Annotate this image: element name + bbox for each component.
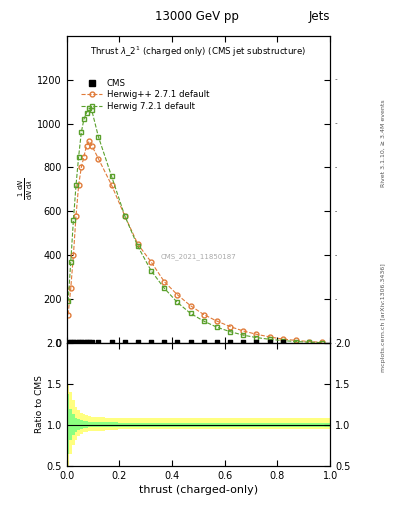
Point: [135, 338, 141, 347]
Point: [121, 338, 128, 347]
Point: [95, 338, 101, 347]
Point: [108, 338, 115, 347]
Point: [279, 338, 286, 347]
Point: [78, 338, 84, 347]
Point: [187, 338, 194, 347]
Point: [200, 338, 207, 347]
Y-axis label: $\frac{1}{\mathrm{d}N} \frac{\mathrm{d}N}{\mathrm{d}\lambda}$: $\frac{1}{\mathrm{d}N} \frac{\mathrm{d}N…: [16, 178, 35, 201]
Point: [253, 338, 259, 347]
Y-axis label: Ratio to CMS: Ratio to CMS: [35, 375, 44, 434]
Point: [86, 338, 92, 347]
Point: [83, 338, 90, 347]
Point: [65, 338, 71, 347]
X-axis label: thrust (charged-only): thrust (charged-only): [139, 485, 258, 495]
Text: 13000 GeV pp: 13000 GeV pp: [154, 10, 239, 23]
Point: [148, 338, 154, 347]
Point: [240, 338, 246, 347]
Point: [174, 338, 180, 347]
Point: [161, 338, 167, 347]
Point: [227, 338, 233, 347]
Point: [81, 338, 87, 347]
Point: [89, 338, 95, 347]
Text: Thrust $\lambda$_2$^1$ (charged only) (CMS jet substructure): Thrust $\lambda$_2$^1$ (charged only) (C…: [90, 45, 307, 59]
Point: [73, 338, 79, 347]
Point: [70, 338, 77, 347]
Point: [75, 338, 82, 347]
Legend: CMS, Herwig++ 2.7.1 default, Herwig 7.2.1 default: CMS, Herwig++ 2.7.1 default, Herwig 7.2.…: [79, 77, 211, 113]
Text: mcplots.cern.ch [arXiv:1306.3436]: mcplots.cern.ch [arXiv:1306.3436]: [381, 263, 386, 372]
Text: CMS_2021_11850187: CMS_2021_11850187: [161, 253, 236, 261]
Point: [266, 338, 273, 347]
Point: [68, 338, 74, 347]
Text: Jets: Jets: [309, 10, 330, 23]
Point: [214, 338, 220, 347]
Text: Rivet 3.1.10, ≥ 3.4M events: Rivet 3.1.10, ≥ 3.4M events: [381, 99, 386, 187]
